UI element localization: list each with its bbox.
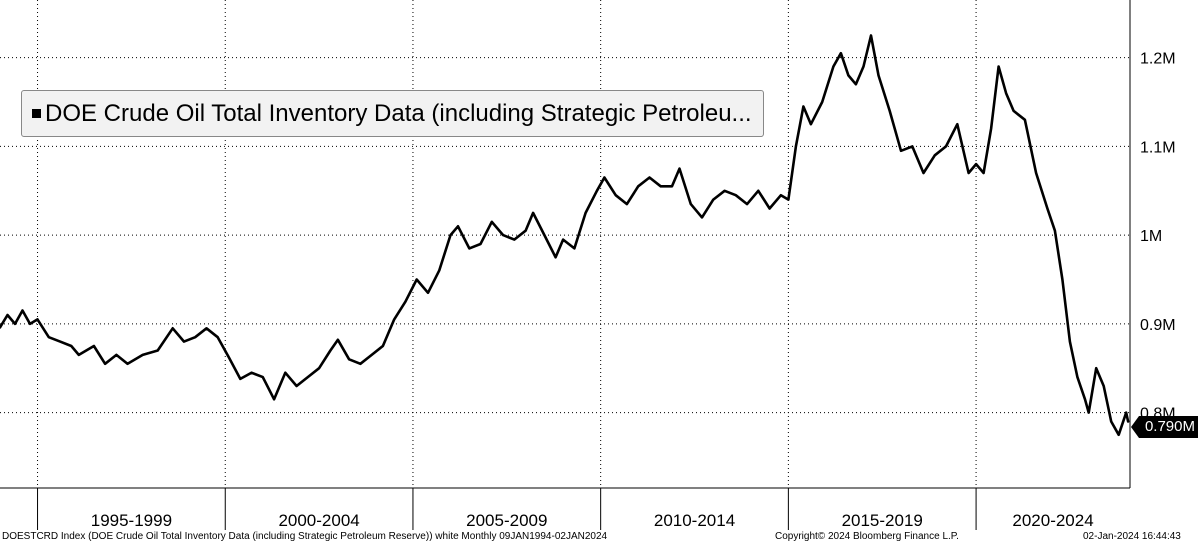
last-value-badge: 0.790M [1131,416,1198,438]
x-category-label: 2000-2004 [278,511,359,530]
x-category-label: 2020-2024 [1012,511,1093,530]
y-tick-label: 1M [1140,228,1162,245]
footer-source: DOESTCRD Index (DOE Crude Oil Total Inve… [2,531,608,542]
y-tick-label: 1.2M [1140,51,1176,68]
x-category-label: 2015-2019 [842,511,923,530]
y-tick-label: 0.9M [1140,317,1176,334]
footer-timestamp: 02-Jan-2024 16:44:43 [1083,531,1181,542]
legend: DOE Crude Oil Total Inventory Data (incl… [21,90,764,137]
legend-swatch [32,109,41,118]
legend-label: DOE Crude Oil Total Inventory Data (incl… [45,99,752,127]
x-category-label: 2010-2014 [654,511,735,530]
x-category-label: 1995-1999 [91,511,172,530]
y-tick-label: 1.1M [1140,139,1176,156]
x-category-label: 2005-2009 [466,511,547,530]
footer-copyright: Copyright© 2024 Bloomberg Finance L.P. [775,531,959,542]
series-line [0,34,1130,437]
